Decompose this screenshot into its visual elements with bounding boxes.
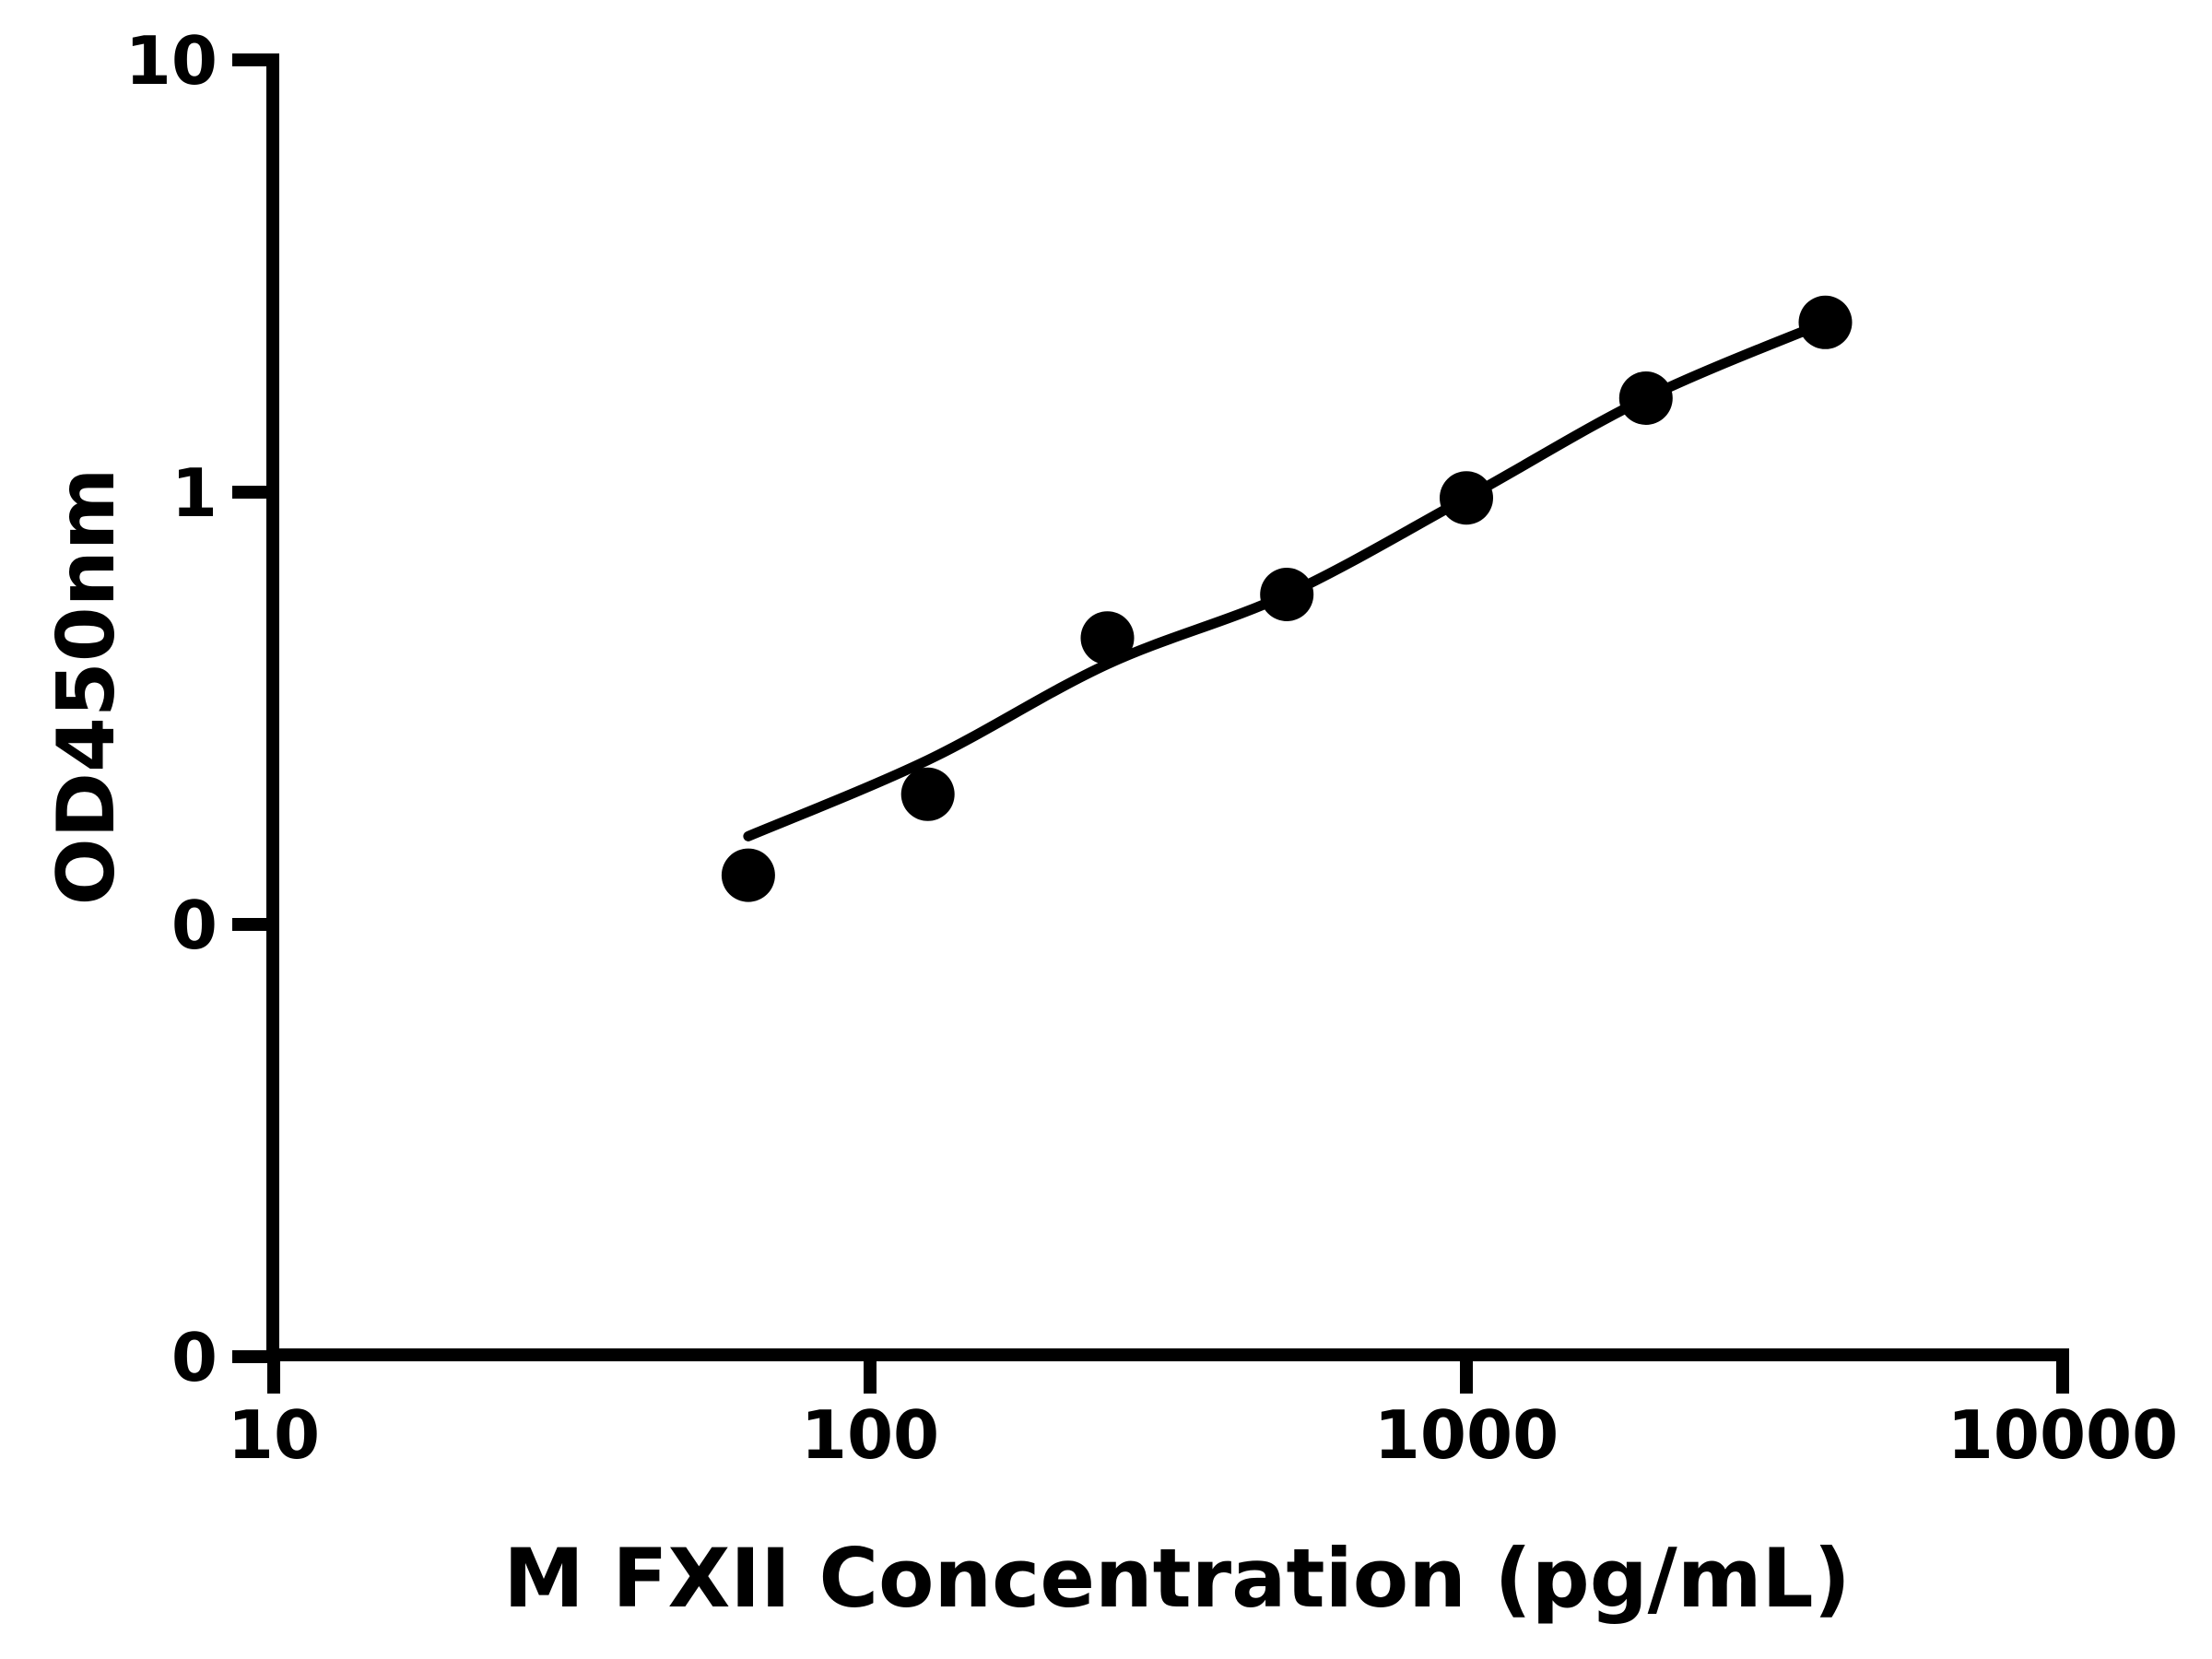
data-points-layer [721,295,1853,902]
data-point [1080,611,1135,665]
x-tick-label: 1000 [1374,1396,1559,1474]
data-point [1798,295,1853,349]
data-point [1618,371,1673,425]
y-tick-label: 10 [125,22,218,100]
data-point [721,848,775,902]
y-tick-label: 0 [171,1319,218,1396]
axes-layer [232,53,2069,1394]
data-point [1260,568,1314,621]
x-tick-label: 10 [228,1396,320,1474]
data-point [1440,471,1493,525]
data-point [900,767,955,821]
y-tick-label: 0 [171,887,218,964]
x-axis-title: M FXII Concentration (pg/mL) [503,1531,1851,1626]
y-axis-title: OD450nm [41,468,133,906]
x-tick-label: 100 [801,1396,939,1474]
y-tick-label: 1 [171,454,218,532]
x-tick-label: 10000 [1947,1396,2179,1474]
